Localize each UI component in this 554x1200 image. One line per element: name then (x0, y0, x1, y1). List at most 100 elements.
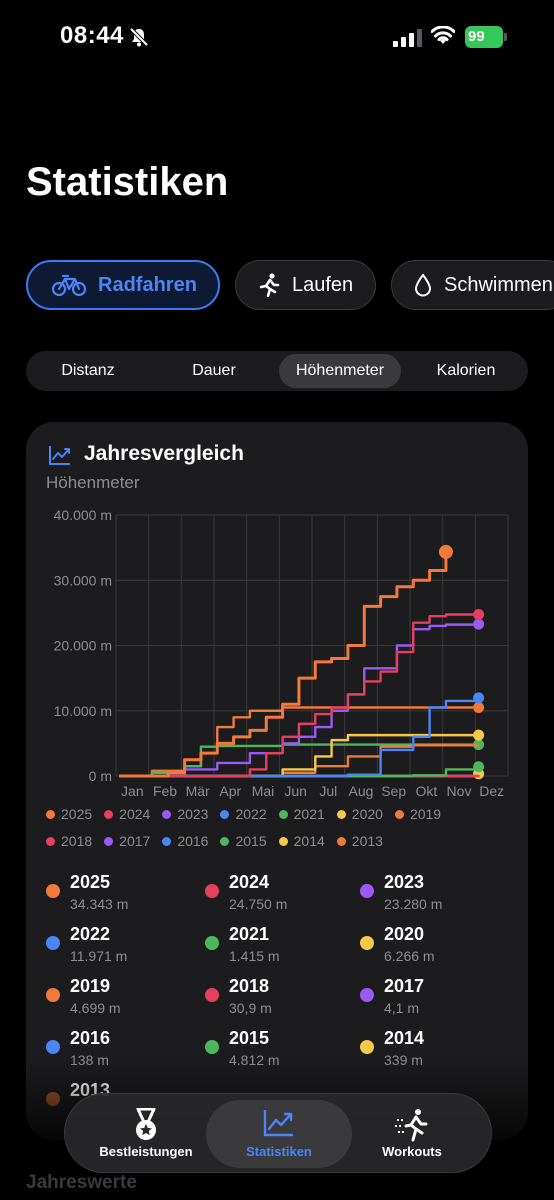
tab-label: Workouts (382, 1144, 442, 1159)
x-tick-label: Aug (349, 783, 374, 799)
page-title: Statistiken (26, 160, 229, 204)
year-label: 2020 (384, 924, 425, 944)
series-line-2025 (119, 551, 448, 778)
year-color-dot (360, 1040, 374, 1054)
series-end-point-2013 (473, 701, 485, 713)
year-comparison-card: Jahresvergleich Höhenmeter 40.000 m 30.00… (26, 422, 528, 1140)
series-line-2023 (119, 623, 480, 778)
legend-color-dot (162, 836, 172, 846)
year-color-dot (46, 884, 60, 898)
series-end-point-2022 (473, 692, 485, 704)
line-chart-icon (49, 446, 70, 465)
medal-icon (136, 1108, 156, 1140)
series-end-point-2021 (473, 761, 485, 773)
year-color-dot (360, 884, 374, 898)
card-subtitle: Höhenmeter (46, 473, 140, 492)
battery-tip (504, 33, 507, 41)
legend-label: 2015 (235, 833, 267, 849)
legend-item: 2018 (46, 833, 92, 849)
legend-label: 2014 (293, 833, 325, 849)
year-label: 2022 (70, 924, 111, 944)
series-end-point-2023 (473, 618, 485, 630)
chip-label: Radfahren (98, 273, 197, 296)
year-color-dot (205, 884, 219, 898)
year-elevation-total: 6.266 m (384, 948, 435, 964)
legend-item: 2015 (220, 833, 267, 849)
legend-color-dot (46, 809, 55, 819)
year-label: 2021 (229, 924, 270, 944)
bell-slash-icon (129, 27, 149, 47)
year-total-item: 2019 4.699 m (46, 972, 206, 1018)
legend-color-dot (336, 836, 346, 846)
legend-item: 2013 (336, 833, 383, 849)
series-line-2022 (119, 697, 480, 778)
card-title: Jahresvergleich (84, 442, 244, 465)
legend-item: 2019 (394, 806, 442, 822)
tab-workouts[interactable]: Workouts (339, 1100, 485, 1168)
legend-row: 2025 2024 2023 2022 2021 2020 2019 (46, 804, 453, 824)
legend-item: 2021 (278, 806, 325, 822)
year-total-item: 2018 30,9 m (205, 972, 365, 1018)
year-total-item: 2020 6.266 m (360, 920, 520, 966)
legend-label: 2020 (351, 806, 383, 822)
legend-color-dot (220, 809, 230, 819)
year-color-dot (46, 1040, 60, 1054)
year-elevation-total: 4.699 m (70, 1000, 121, 1016)
tab-bestleistungen[interactable]: Bestleistungen (73, 1100, 219, 1168)
y-tick-label: 10.000 m (54, 703, 112, 719)
year-elevation-total: 23.280 m (384, 896, 443, 912)
legend-label: 2025 (61, 806, 93, 822)
legend-color-dot (220, 836, 230, 846)
legend-item: 2017 (104, 833, 150, 849)
legend-color-dot (46, 836, 55, 846)
y-tick-label: 20.000 m (54, 638, 112, 654)
x-tick-label: Jul (319, 783, 337, 799)
legend-label: 2019 (409, 806, 442, 822)
chip-schwimmen[interactable]: Schwimmen (391, 260, 554, 310)
elevation-line-chart[interactable]: 40.000 m 30.000 m 20.000 m 10.000 m 0 m Jan Fe… (26, 422, 528, 802)
series-end-point-2025 (438, 544, 453, 559)
legend-item: 2016 (162, 833, 208, 849)
running-person-icon (259, 273, 280, 297)
x-tick-label: Jan (121, 783, 144, 799)
legend-color-dot (336, 809, 346, 819)
chip-label: Laufen (292, 273, 354, 296)
segment-distanz[interactable]: Distanz (61, 362, 115, 379)
year-label: 2018 (229, 976, 270, 996)
legend-item: 2025 (46, 806, 92, 822)
tab-label: Bestleistungen (99, 1144, 193, 1159)
legend-label: 2023 (177, 806, 209, 822)
legend-item: 2014 (278, 833, 325, 849)
x-tick-label: Jun (284, 783, 307, 799)
year-color-dot (205, 988, 219, 1002)
legend-label: 2024 (119, 806, 151, 822)
legend-label: 2021 (293, 806, 325, 822)
segment-hoehenmeter[interactable]: Höhenmeter (279, 354, 401, 388)
x-tick-label: Sep (381, 783, 406, 799)
segment-kalorien[interactable]: Kalorien (436, 362, 496, 379)
section-heading-jahreswerte: Jahreswerte (26, 1172, 137, 1193)
tab-label: Statistiken (246, 1144, 312, 1159)
year-label: 2016 (70, 1028, 111, 1048)
tab-statistiken[interactable]: Statistiken (206, 1100, 352, 1168)
water-drop-icon (414, 273, 432, 297)
legend-color-dot (162, 809, 172, 819)
legend-item: 2024 (104, 806, 150, 822)
chip-laufen[interactable]: Laufen (235, 260, 376, 310)
x-tick-label: Mai (252, 783, 275, 799)
trend-chart-icon (263, 1110, 293, 1137)
running-figure-icon (395, 1109, 428, 1142)
series-end-point-2020 (473, 729, 485, 741)
chip-radfahren[interactable]: Radfahren (26, 260, 220, 310)
wifi-icon (431, 26, 455, 44)
segment-dauer[interactable]: Dauer (192, 362, 236, 379)
year-total-item: 2024 24.750 m (205, 868, 365, 914)
year-label: 2015 (229, 1028, 270, 1048)
legend-row: 2018 2017 2016 2015 2014 2013 (46, 831, 395, 851)
legend-color-dot (394, 809, 404, 819)
legend-label: 2022 (235, 806, 267, 822)
legend-item: 2020 (336, 806, 383, 822)
year-elevation-total: 1.415 m (229, 948, 280, 964)
bicycle-icon (52, 274, 86, 296)
series-end-point-2024 (473, 609, 485, 621)
